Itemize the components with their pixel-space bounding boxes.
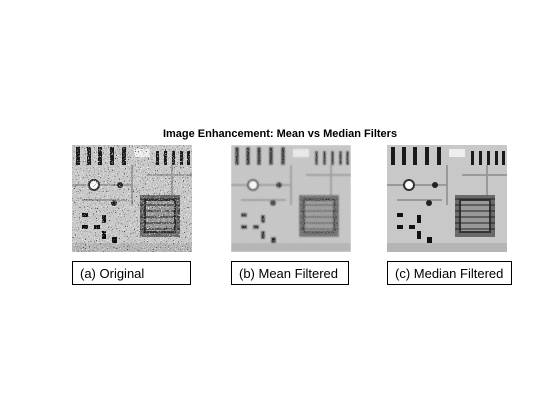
figure-title: Image Enhancement: Mean vs Median Filter… [162,128,398,140]
caption-median-filtered: (c) Median Filtered [387,261,512,285]
original-image [72,145,192,252]
caption-original: (a) Original [72,261,191,285]
caption-mean-filtered: (b) Mean Filtered [231,261,349,285]
mean-filtered-image [231,145,351,252]
median-filtered-image [387,145,507,252]
